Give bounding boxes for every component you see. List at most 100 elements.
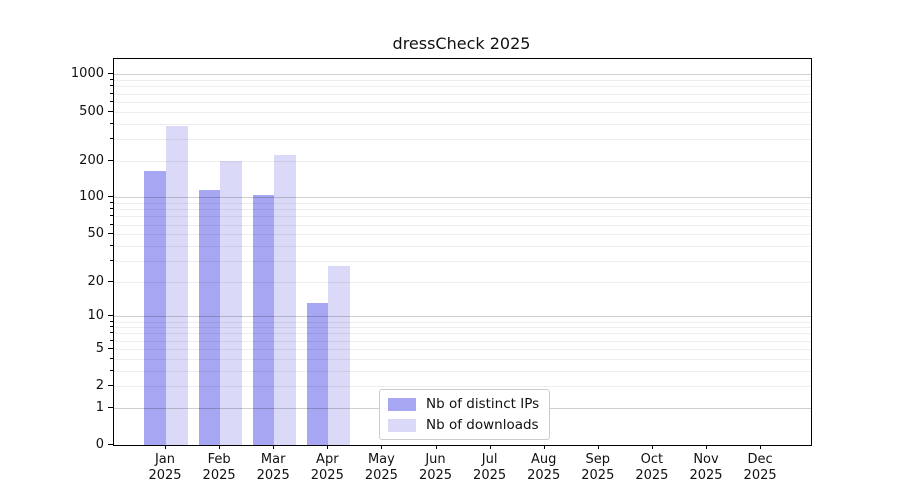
- x-tick-label-sep: Sep 2025: [581, 452, 615, 483]
- gridline-6: [114, 340, 811, 342]
- y-tick-100: [108, 196, 113, 198]
- chart-title: dressCheck 2025: [392, 34, 531, 53]
- gridline-80: [114, 209, 811, 211]
- y-minor-tick-4: [110, 357, 113, 359]
- gridline-700: [114, 93, 811, 95]
- gridline-9: [114, 321, 811, 323]
- gridline-100: [114, 197, 811, 199]
- x-tick-label-nov: Nov 2025: [689, 452, 723, 483]
- bar-jan-downloads: [166, 126, 188, 445]
- gridline-40: [114, 245, 811, 247]
- y-minor-tick-6: [110, 339, 113, 341]
- x-tick-sep: [597, 445, 599, 449]
- y-minor-tick-70: [110, 215, 113, 217]
- legend-swatch-downloads-icon: [388, 418, 416, 432]
- gridline-500: [114, 111, 811, 113]
- gridline-60: [114, 224, 811, 226]
- y-tick-label-1000: 1000: [70, 66, 104, 82]
- y-tick-500: [108, 110, 113, 112]
- y-tick-200: [108, 159, 113, 161]
- x-tick-jan: [165, 445, 166, 449]
- legend-entry-distinct-ips: Nb of distinct IPs: [388, 396, 539, 412]
- y-minor-tick-400: [110, 122, 113, 124]
- x-tick-label-jan: Jan 2025: [148, 452, 182, 483]
- legend: Nb of distinct IPs Nb of downloads: [379, 389, 551, 440]
- plot-area: Nb of distinct IPs Nb of downloads: [113, 58, 812, 446]
- gridline-800: [114, 86, 811, 88]
- y-tick-label-5: 5: [95, 340, 104, 356]
- gridline-4: [114, 358, 811, 360]
- y-tick-20: [108, 280, 113, 282]
- y-minor-tick-9: [110, 320, 113, 322]
- y-minor-tick-800: [110, 85, 113, 87]
- y-minor-tick-900: [110, 79, 113, 81]
- x-tick-feb: [219, 445, 221, 449]
- legend-entry-downloads: Nb of downloads: [388, 417, 539, 433]
- y-tick-label-0: 0: [95, 437, 104, 452]
- x-tick-label-jun: Jun 2025: [418, 452, 453, 483]
- y-tick-2: [108, 385, 113, 387]
- legend-swatch-distinct-ips-icon: [388, 397, 416, 411]
- gridline-5: [114, 348, 811, 350]
- x-tick-jun: [435, 445, 437, 449]
- gridline-10: [114, 316, 811, 318]
- x-tick-label-feb: Feb 2025: [202, 452, 236, 483]
- x-tick-jul: [489, 445, 491, 449]
- x-tick-label-apr: Apr 2025: [310, 452, 344, 483]
- y-tick-label-500: 500: [79, 103, 104, 119]
- x-tick-aug: [543, 445, 545, 449]
- y-minor-tick-60: [110, 223, 113, 225]
- gridline-30: [114, 260, 811, 262]
- gridline-300: [114, 138, 811, 140]
- gridline-1000: [114, 74, 811, 76]
- y-tick-50: [108, 233, 113, 235]
- x-tick-dec: [760, 445, 762, 449]
- gridline-90: [114, 203, 811, 205]
- gridline-70: [114, 216, 811, 218]
- x-tick-oct: [651, 445, 653, 449]
- y-minor-tick-90: [110, 202, 113, 204]
- x-tick-label-may: May 2025: [364, 452, 398, 483]
- y-minor-tick-8: [110, 326, 113, 328]
- y-minor-tick-300: [110, 137, 113, 139]
- y-tick-label-1: 1: [95, 399, 104, 415]
- y-minor-tick-3: [110, 369, 113, 371]
- y-tick-label-50: 50: [87, 226, 104, 242]
- x-tick-nov: [706, 445, 707, 449]
- gridline-200: [114, 160, 811, 162]
- bar-apr-downloads: [328, 266, 350, 445]
- y-tick-label-100: 100: [79, 189, 104, 205]
- bar-jan-distinct-ips: [144, 170, 166, 445]
- y-tick-1: [108, 406, 113, 408]
- gridline-2: [114, 386, 811, 388]
- y-minor-tick-7: [110, 332, 113, 334]
- legend-label-distinct-ips: Nb of distinct IPs: [426, 396, 540, 412]
- bar-feb-downloads: [220, 160, 242, 445]
- x-tick-label-aug: Aug 2025: [527, 452, 561, 483]
- y-minor-tick-600: [110, 100, 113, 102]
- gridline-50: [114, 234, 811, 236]
- y-minor-tick-30: [110, 259, 113, 261]
- x-tick-may: [381, 445, 383, 449]
- gridline-8: [114, 327, 811, 329]
- gridline-20: [114, 281, 811, 283]
- y-tick-label-10: 10: [87, 308, 104, 324]
- x-tick-label-mar: Mar 2025: [256, 452, 290, 483]
- y-tick-1000: [108, 73, 113, 75]
- y-tick-10: [108, 315, 113, 317]
- x-tick-label-dec: Dec 2025: [743, 452, 777, 483]
- x-tick-label-oct: Oct 2025: [635, 452, 669, 483]
- y-minor-tick-700: [110, 92, 113, 94]
- y-minor-tick-80: [110, 208, 113, 210]
- y-tick-label-20: 20: [87, 273, 104, 289]
- gridline-900: [114, 80, 811, 82]
- gridline-7: [114, 333, 811, 335]
- bar-apr-distinct-ips: [306, 303, 329, 445]
- gridline-3: [114, 370, 811, 372]
- gridline-600: [114, 101, 811, 103]
- gridline-400: [114, 123, 811, 125]
- x-tick-apr: [327, 445, 329, 449]
- bar-mar-distinct-ips: [252, 194, 275, 445]
- y-minor-tick-40: [110, 244, 113, 246]
